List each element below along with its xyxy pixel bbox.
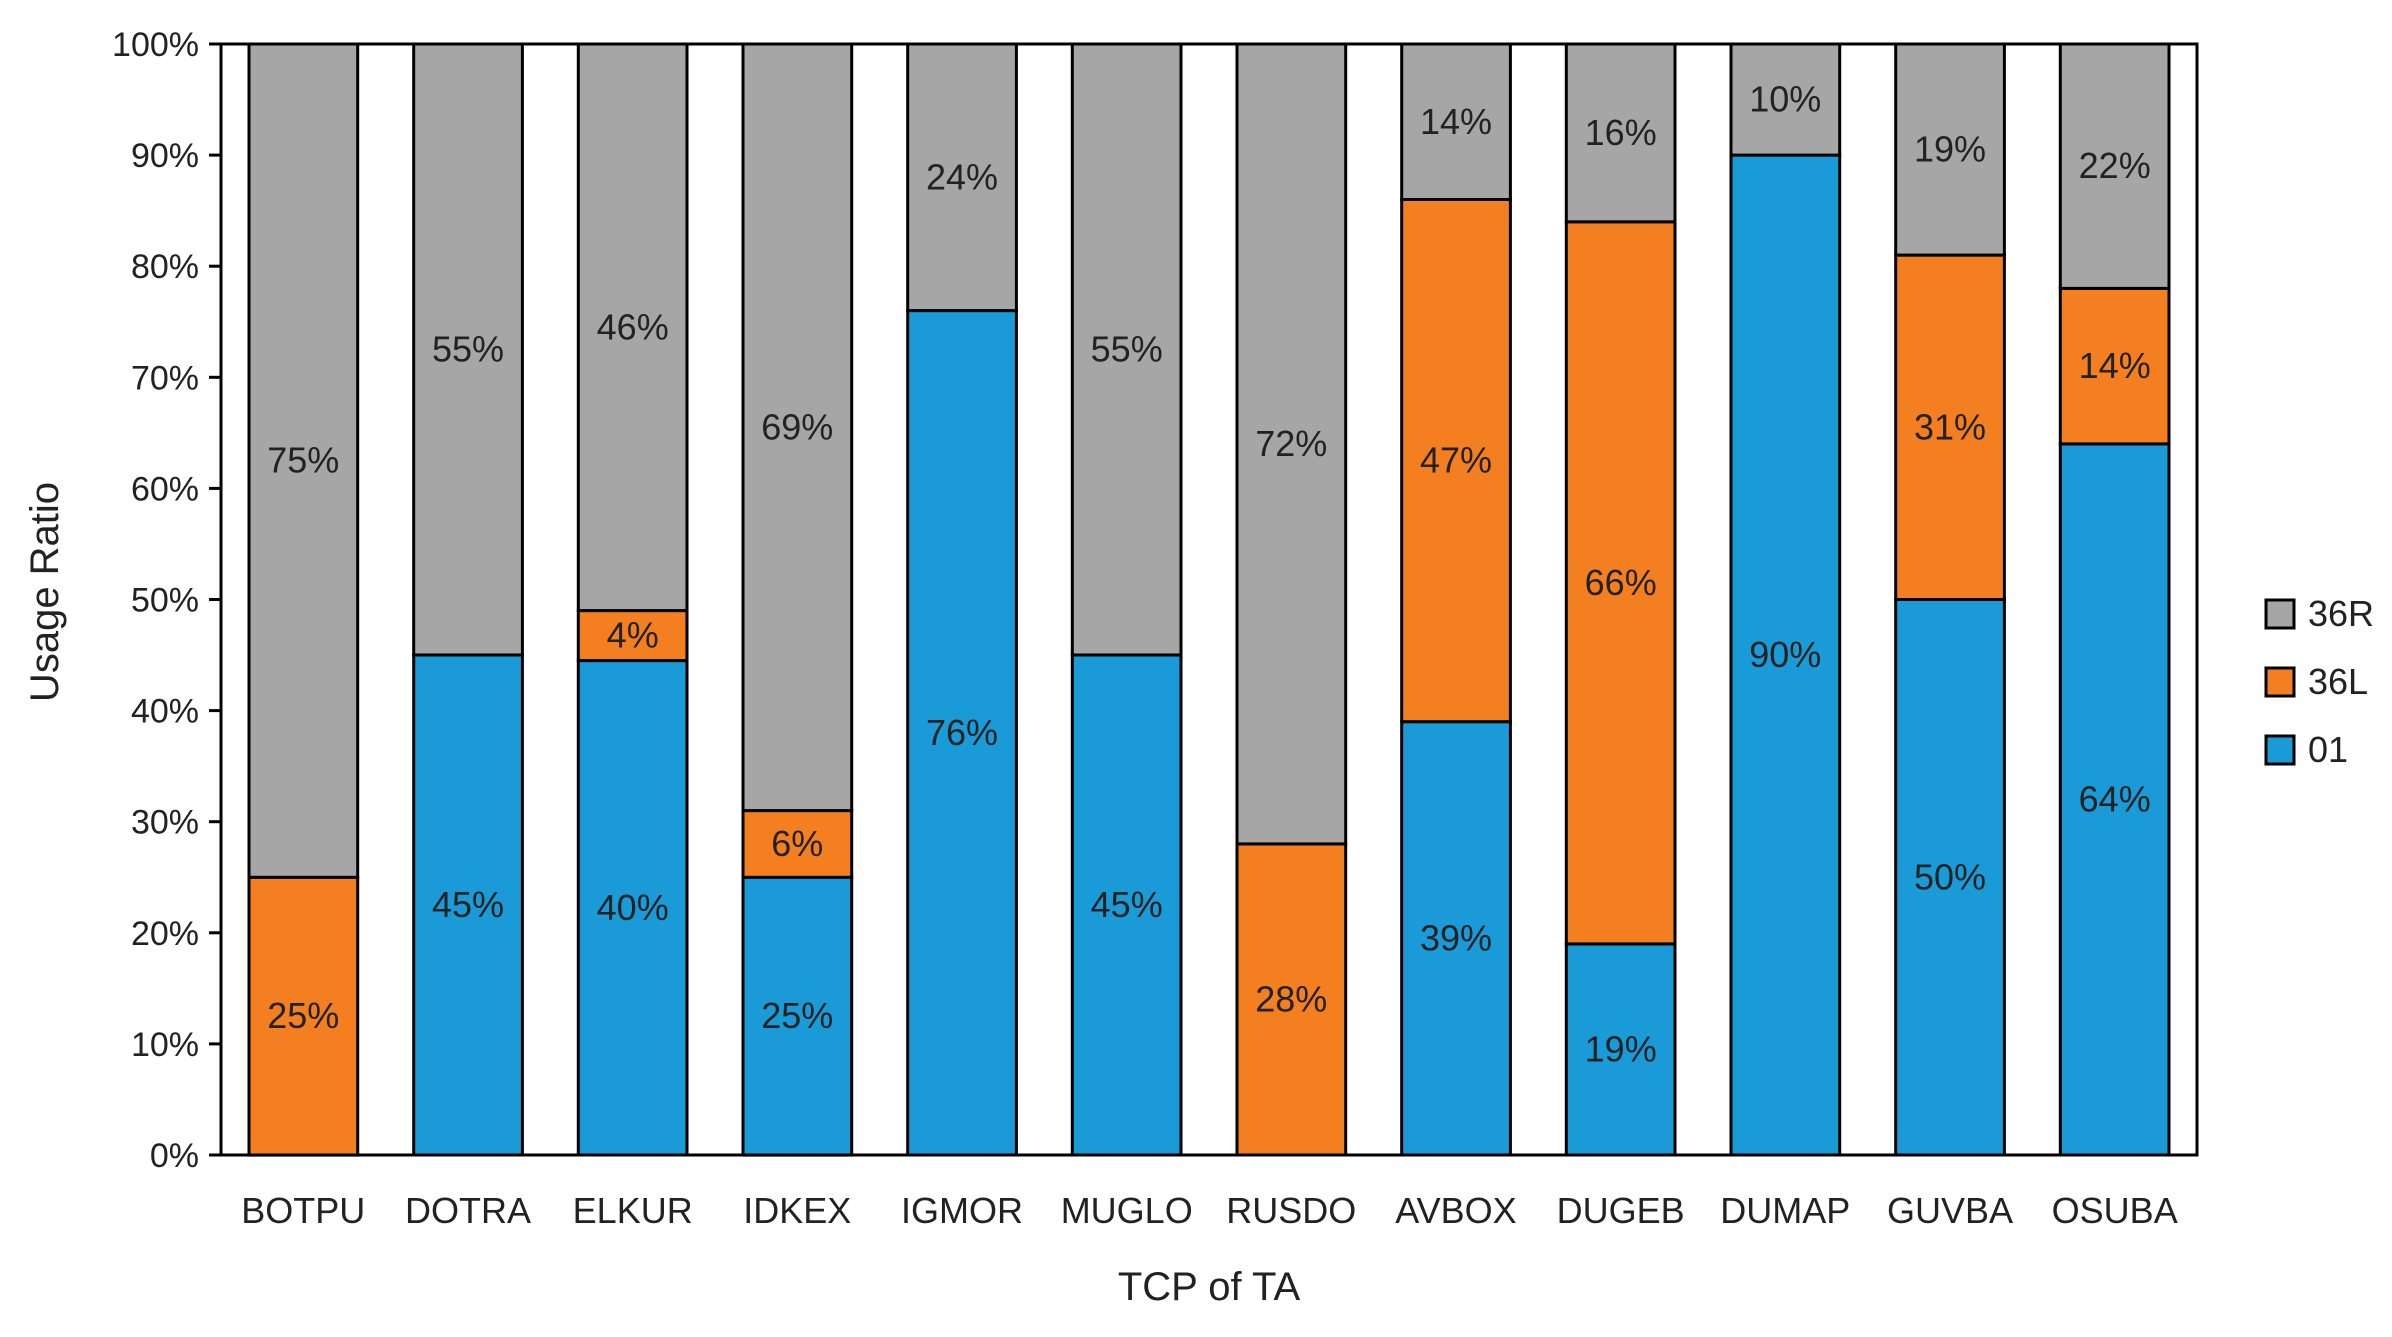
- data-label-dugeb-01: 19%: [1585, 1029, 1657, 1070]
- x-axis-title: TCP of TA: [1118, 1265, 1301, 1309]
- bar-avbox-36l: [1400, 198, 1512, 724]
- bar-guvba-36r: [1894, 42, 2006, 257]
- data-label-osuba-36l: 14%: [2079, 345, 2151, 386]
- y-tick-label-30pct: 30%: [131, 804, 199, 842]
- x-tick-label-elkur: ELKUR: [573, 1190, 693, 1231]
- legend-swatch-36r: [2264, 598, 2296, 630]
- x-tick-label-botpu: BOTPU: [241, 1190, 365, 1231]
- bar-rusdo-36r: [1235, 42, 1348, 846]
- x-tick-label-muglo: MUGLO: [1061, 1190, 1193, 1231]
- x-tick-label-dugeb: DUGEB: [1557, 1190, 1685, 1231]
- data-label-muglo-36r: 55%: [1091, 329, 1163, 370]
- x-tick-label-guvba: GUVBA: [1887, 1190, 2013, 1231]
- y-axis-title: Usage Ratio: [23, 482, 67, 702]
- bar-idkex-36r: [741, 42, 854, 813]
- legend-swatch-01: [2264, 734, 2296, 766]
- data-labels-layer: 25% 75% 45% 55% 40% 4% 46% 25% 6% 69% 76% 24% 45% 55%…: [267, 79, 2150, 1070]
- legend-label-36l: 36L: [2308, 661, 2368, 702]
- data-label-dotra-01: 45%: [432, 884, 504, 925]
- data-label-avbox-36r: 14%: [1420, 101, 1492, 142]
- bar-elkur-36l: [576, 609, 689, 663]
- bar-dotra-36r: [412, 42, 524, 657]
- x-tick-label-igmor: IGMOR: [901, 1190, 1023, 1231]
- bar-guvba-36l: [1894, 253, 2006, 601]
- data-label-elkur-36l: 4%: [607, 615, 659, 656]
- legend-label-36r: 36R: [2308, 593, 2374, 634]
- bar-guvba-01: [1894, 598, 2006, 1157]
- x-tick-label-rusdo: RUSDO: [1226, 1190, 1356, 1231]
- y-tick-label-40pct: 40%: [131, 693, 199, 731]
- y-tick-label-100pct: 100%: [112, 26, 199, 64]
- x-tick-label-dotra: DOTRA: [405, 1190, 531, 1231]
- data-label-botpu-36l: 25%: [267, 995, 339, 1036]
- x-tick-label-idkex: IDKEX: [743, 1190, 851, 1231]
- legend-swatch-36l: [2264, 666, 2296, 698]
- data-label-guvba-01: 50%: [1914, 856, 1986, 897]
- bar-elkur-36r: [576, 42, 689, 613]
- y-tick-label-90pct: 90%: [131, 137, 199, 175]
- data-label-dugeb-36r: 16%: [1585, 112, 1657, 153]
- y-tick-label-50pct: 50%: [131, 582, 199, 620]
- bar-dumap-01: [1729, 153, 1842, 1157]
- bar-dumap-36r: [1729, 42, 1842, 157]
- x-tick-label-osuba: OSUBA: [2052, 1190, 2178, 1231]
- bar-idkex-36l: [741, 809, 854, 879]
- y-tick-label-60pct: 60%: [131, 470, 199, 508]
- data-label-rusdo-36l: 28%: [1255, 979, 1327, 1020]
- data-label-elkur-36r: 46%: [597, 306, 669, 347]
- data-label-igmor-36r: 24%: [926, 156, 998, 197]
- data-label-muglo-01: 45%: [1091, 884, 1163, 925]
- data-label-dugeb-36l: 66%: [1585, 562, 1657, 603]
- bar-dugeb-01: [1564, 942, 1677, 1157]
- data-label-avbox-36l: 47%: [1420, 440, 1492, 481]
- data-label-idkex-01: 25%: [761, 995, 833, 1036]
- bar-avbox-36r: [1400, 42, 1512, 201]
- bar-dugeb-36l: [1564, 220, 1677, 946]
- data-label-idkex-36r: 69%: [761, 406, 833, 447]
- data-label-botpu-36r: 75%: [267, 440, 339, 481]
- x-tick-label-avbox: AVBOX: [1395, 1190, 1516, 1231]
- data-label-elkur-01: 40%: [597, 887, 669, 928]
- bars-layer: [247, 42, 2171, 1157]
- bar-avbox-01: [1400, 720, 1512, 1157]
- bar-osuba-01: [2058, 442, 2171, 1157]
- data-label-osuba-36r: 22%: [2079, 145, 2151, 186]
- data-label-dumap-36r: 10%: [1749, 79, 1821, 120]
- bar-osuba-36r: [2058, 42, 2171, 290]
- data-label-guvba-36r: 19%: [1914, 129, 1986, 170]
- data-label-igmor-01: 76%: [926, 712, 998, 753]
- y-tick-label-80pct: 80%: [131, 248, 199, 286]
- legend: 36R 36L 01: [2264, 593, 2374, 770]
- bar-osuba-36l: [2058, 286, 2171, 446]
- data-label-idkex-36l: 6%: [771, 823, 823, 864]
- bar-igmor-01: [906, 309, 1018, 1157]
- bar-idkex-01: [741, 875, 854, 1157]
- x-tick-label-dumap: DUMAP: [1720, 1190, 1850, 1231]
- legend-label-01: 01: [2308, 729, 2348, 770]
- data-label-avbox-01: 39%: [1420, 917, 1492, 958]
- bar-botpu-36r: [247, 42, 360, 879]
- axes-layer: BOTPU DOTRA ELKUR IDKEX IGMOR MUGLO RUSDO AVBOX…: [112, 26, 2199, 1231]
- y-tick-label-10pct: 10%: [131, 1026, 199, 1064]
- data-label-dumap-01: 90%: [1749, 634, 1821, 675]
- data-label-rusdo-36r: 72%: [1255, 423, 1327, 464]
- data-label-guvba-36l: 31%: [1914, 406, 1986, 447]
- y-tick-label-70pct: 70%: [131, 359, 199, 397]
- bar-botpu-36l: [247, 875, 360, 1157]
- y-tick-label-20pct: 20%: [131, 915, 199, 953]
- data-label-dotra-36r: 55%: [432, 329, 504, 370]
- y-tick-label-0pct: 0%: [150, 1137, 199, 1175]
- data-label-osuba-01: 64%: [2079, 779, 2151, 820]
- bar-igmor-36r: [906, 42, 1018, 313]
